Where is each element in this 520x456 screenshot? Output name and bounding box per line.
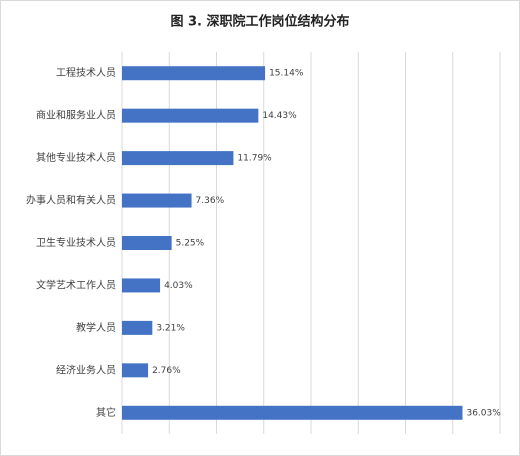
value-label: 7.36% <box>196 196 225 206</box>
value-label: 15.14% <box>269 69 304 79</box>
value-label: 11.79% <box>237 154 272 164</box>
bar <box>122 108 259 123</box>
y-tick-label: 教学人员 <box>76 321 116 334</box>
bar <box>122 363 149 378</box>
value-label: 5.25% <box>176 239 205 249</box>
bar <box>122 151 234 166</box>
value-label: 36.03% <box>466 408 501 418</box>
y-tick-label: 工程技术人员 <box>56 66 116 79</box>
bar <box>122 320 153 335</box>
value-label: 3.21% <box>156 323 185 333</box>
bar <box>122 193 192 208</box>
chart-title: 图 3. 深职院工作岗位结构分布 <box>170 14 349 30</box>
bar <box>122 236 172 250</box>
value-label: 4.03% <box>164 281 193 291</box>
y-tick-label: 文学艺术工作人员 <box>36 278 116 291</box>
y-tick-label: 其他专业技术人员 <box>36 151 116 164</box>
y-tick-label: 商业和服务业人员 <box>36 109 116 122</box>
value-label: 2.76% <box>152 366 181 376</box>
bar <box>122 405 463 420</box>
value-label: 14.43% <box>262 111 297 121</box>
bar <box>122 278 161 293</box>
bar <box>122 66 266 81</box>
y-tick-label: 经济业务人员 <box>56 363 116 376</box>
y-tick-label: 卫生专业技术人员 <box>36 236 116 249</box>
y-tick-label: 办事人员和有关人员 <box>26 194 116 207</box>
y-tick-label: 其它 <box>96 406 116 419</box>
